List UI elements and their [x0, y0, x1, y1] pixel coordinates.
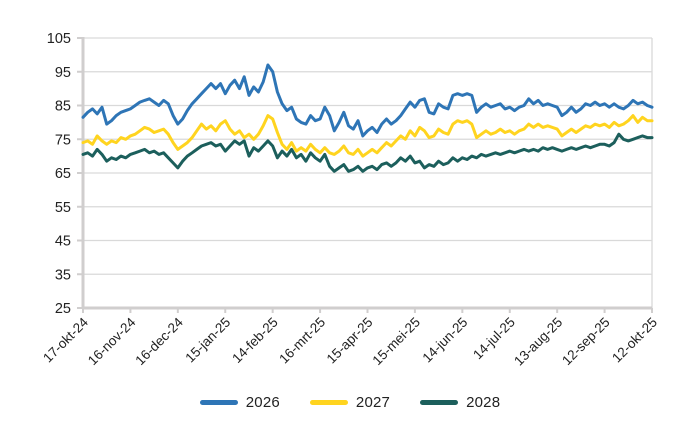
x-tick-label-16-nov-24: 16-nov-24 — [85, 314, 139, 368]
y-tick-label-85: 85 — [55, 99, 71, 115]
y-tick-label-35: 35 — [55, 267, 71, 283]
legend-item-2028: 2028 — [420, 394, 500, 411]
y-tick-label-65: 65 — [55, 166, 71, 182]
legend: 2026 2027 2028 — [0, 389, 700, 415]
y-tick-label-55: 55 — [55, 200, 71, 216]
legend-label-2027: 2027 — [355, 393, 391, 411]
x-tick-label-17-okt-24: 17-okt-24 — [40, 314, 91, 365]
legend-swatch-2027 — [309, 399, 348, 405]
legend-item-2026: 2026 — [199, 393, 280, 411]
series-line-2026 — [81, 63, 654, 138]
y-tick-label-105: 105 — [47, 31, 71, 47]
y-tick-label-75: 75 — [55, 132, 71, 148]
legend-swatch-2028 — [420, 399, 459, 405]
series-line-2028 — [81, 132, 654, 173]
x-tick-label-14-feb-25: 14-feb-25 — [229, 315, 280, 366]
y-tick-label-95: 95 — [55, 65, 71, 81]
x-tick-label-14-jun-25: 14-jun-25 — [420, 315, 471, 366]
x-tick-label-13-aug-25: 13-aug-25 — [511, 315, 565, 369]
x-tick-label-15-apr-25: 15-apr-25 — [324, 315, 376, 367]
y-tick-label-45: 45 — [55, 234, 71, 250]
y-tick-label-25: 25 — [55, 301, 71, 317]
x-tick-label-15-jan-25: 15-jan-25 — [182, 315, 233, 366]
series-line-2027 — [81, 114, 654, 158]
x-tick-label-14-jul-25: 14-jul-25 — [470, 315, 518, 363]
legend-label-2028: 2028 — [466, 393, 501, 411]
legend-label-2026: 2026 — [245, 393, 280, 411]
x-tick-label-12-okt-25: 12-okt-25 — [609, 315, 660, 366]
x-tick-label-16-dec-24: 16-dec-24 — [132, 314, 186, 368]
x-tick-label-12-sep-25: 12-sep-25 — [559, 315, 613, 369]
x-tick-label-16-mrt-25: 16-mrt-25 — [276, 315, 328, 367]
legend-swatch-2026 — [199, 399, 238, 405]
x-tick-label-15-mei-25: 15-mei-25 — [369, 315, 423, 369]
legend-item-2027: 2027 — [309, 393, 391, 411]
